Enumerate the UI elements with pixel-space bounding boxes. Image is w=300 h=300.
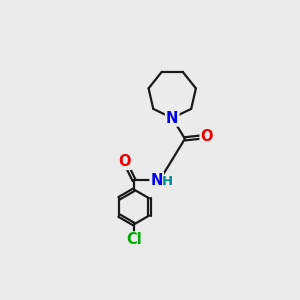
Text: O: O <box>201 129 213 144</box>
Text: Cl: Cl <box>126 232 142 247</box>
Text: N: N <box>166 110 178 125</box>
Text: H: H <box>162 175 173 188</box>
Text: O: O <box>118 154 131 169</box>
Text: N: N <box>151 173 163 188</box>
